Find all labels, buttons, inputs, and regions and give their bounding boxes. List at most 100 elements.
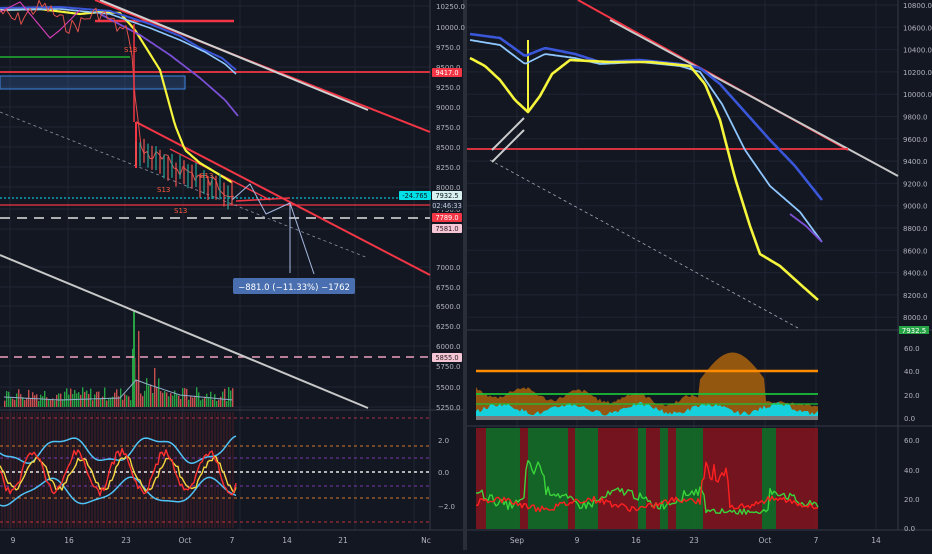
volume-bar (48, 399, 50, 407)
regime-band (762, 428, 776, 529)
y-tick-label: 5750.0 (436, 363, 461, 371)
price-tag-bg (432, 201, 462, 210)
regime-band (520, 428, 528, 529)
price-tag-bg (432, 213, 462, 222)
regime-band (776, 428, 784, 529)
volume-bar (38, 400, 40, 407)
volume-bar (32, 392, 34, 407)
descending-trendline-white (609, 19, 899, 177)
volume-bar (82, 387, 84, 407)
left-oscillator-pane (0, 412, 430, 528)
y-tick-label: 9800.0 (903, 114, 928, 122)
y-tick-label: 6500.0 (436, 303, 461, 311)
x-tick-label: 7 (230, 536, 235, 545)
volume-bar (190, 396, 192, 407)
volume-bar (210, 391, 212, 407)
volume-bar (92, 400, 94, 407)
right-price-axis[interactable]: 10800.0 10600.0 10400.0 10200.0 10000.0 9800.… (903, 2, 932, 533)
ma-pink-left (0, 1, 81, 39)
volume-bar (232, 388, 234, 407)
right-price-lines (467, 0, 899, 329)
volume-bar (184, 388, 186, 407)
x-tick-label: Oct (759, 536, 772, 545)
volume-bar (182, 388, 184, 407)
left-time-axis[interactable]: 9 16 23 Oct 7 14 21 Nc (11, 536, 431, 545)
volume-bar (152, 392, 154, 407)
ma-blue-left (0, 6, 237, 71)
regime-band (646, 428, 660, 529)
volume-bar (70, 388, 72, 407)
volume-bar (188, 399, 190, 407)
osc-y-tick: −2.0 (438, 503, 455, 511)
volume-bar (128, 396, 130, 407)
volume-bar (54, 400, 56, 407)
volume-bar (74, 389, 76, 407)
left-price-labels: 9417.0 -24.765 7932.5 02:46:33 7789.0 7581.0 5… (399, 68, 462, 362)
volume-bar (114, 392, 116, 407)
right-chart-panel[interactable]: 10800.0 10600.0 10400.0 10200.0 10000.0 9800.… (467, 0, 932, 545)
volume-bar (226, 400, 228, 407)
volume-bar (200, 400, 202, 407)
volume-bar (204, 396, 206, 407)
volume-bar (220, 396, 222, 407)
volume-bar (24, 400, 26, 407)
y-tick-label: 10400.0 (903, 47, 932, 55)
s13-annotation: S13 (200, 172, 213, 180)
y-tick-label: 5500.0 (436, 384, 461, 392)
s13-annotation: S13 (157, 186, 170, 194)
price-tag-text: 7581.0 (435, 225, 458, 233)
ind2-y-tick: 40.0 (904, 467, 920, 475)
regime-band (476, 428, 486, 529)
osc-signal-line (0, 455, 237, 494)
ma-yellow-right (469, 56, 819, 301)
volume-bar (20, 394, 22, 407)
left-chart-panel[interactable]: 10250.010000.09750.09500.09250.09000.087… (0, 0, 465, 545)
volume-bar (228, 387, 230, 407)
price-tag: -24.765 (399, 191, 431, 200)
osc-y-tick: 2.0 (438, 437, 449, 445)
y-tick-label: 8750.0 (436, 124, 461, 132)
volume-bar (174, 390, 176, 407)
ma-purple-right (789, 213, 823, 243)
volume-bar (146, 378, 148, 407)
volume-bar (198, 392, 200, 407)
volume-bar (216, 400, 218, 407)
volume-bar (40, 394, 42, 407)
volume-bar (158, 378, 160, 407)
volume-bar (126, 395, 128, 407)
x-tick-label: Nc (421, 536, 431, 545)
y-tick-label: 9600.0 (903, 136, 928, 144)
y-tick-label: 10000.0 (903, 91, 932, 99)
volume-bar (164, 391, 166, 407)
baseline-bar (476, 416, 818, 420)
projection-path (231, 183, 315, 275)
volume-bar (76, 393, 78, 407)
volume-bar (62, 399, 64, 407)
ind1-y-tick: 60.0 (904, 345, 920, 353)
volume-bar (100, 398, 102, 407)
y-tick-label: 8800.0 (903, 225, 928, 233)
y-tick-label: 6750.0 (436, 284, 461, 292)
volume-bar (68, 394, 70, 407)
ind1-y-tick: 40.0 (904, 368, 920, 376)
regime-band (568, 428, 575, 529)
volume-bar (140, 393, 142, 407)
x-tick-label: 16 (631, 536, 641, 545)
y-tick-label: 8200.0 (903, 292, 928, 300)
regime-band (638, 428, 646, 529)
volume-bar (160, 391, 162, 407)
y-tick-label: 8600.0 (903, 247, 928, 255)
orange-area (476, 352, 818, 420)
osc-main-line (0, 447, 237, 497)
regime-band (660, 428, 668, 529)
price-tag-bg (432, 191, 462, 200)
volume-bar (170, 393, 172, 407)
right-time-axis[interactable]: Sep 9 16 23 Oct 7 14 (510, 536, 881, 545)
y-tick-label: 10250.0 (436, 3, 465, 11)
dotted-trendline (489, 159, 799, 329)
volume-bar (34, 395, 36, 407)
y-tick-label: 9400.0 (903, 158, 928, 166)
measure-box[interactable]: −881.0 (−11.33%) −1762 (233, 278, 355, 294)
